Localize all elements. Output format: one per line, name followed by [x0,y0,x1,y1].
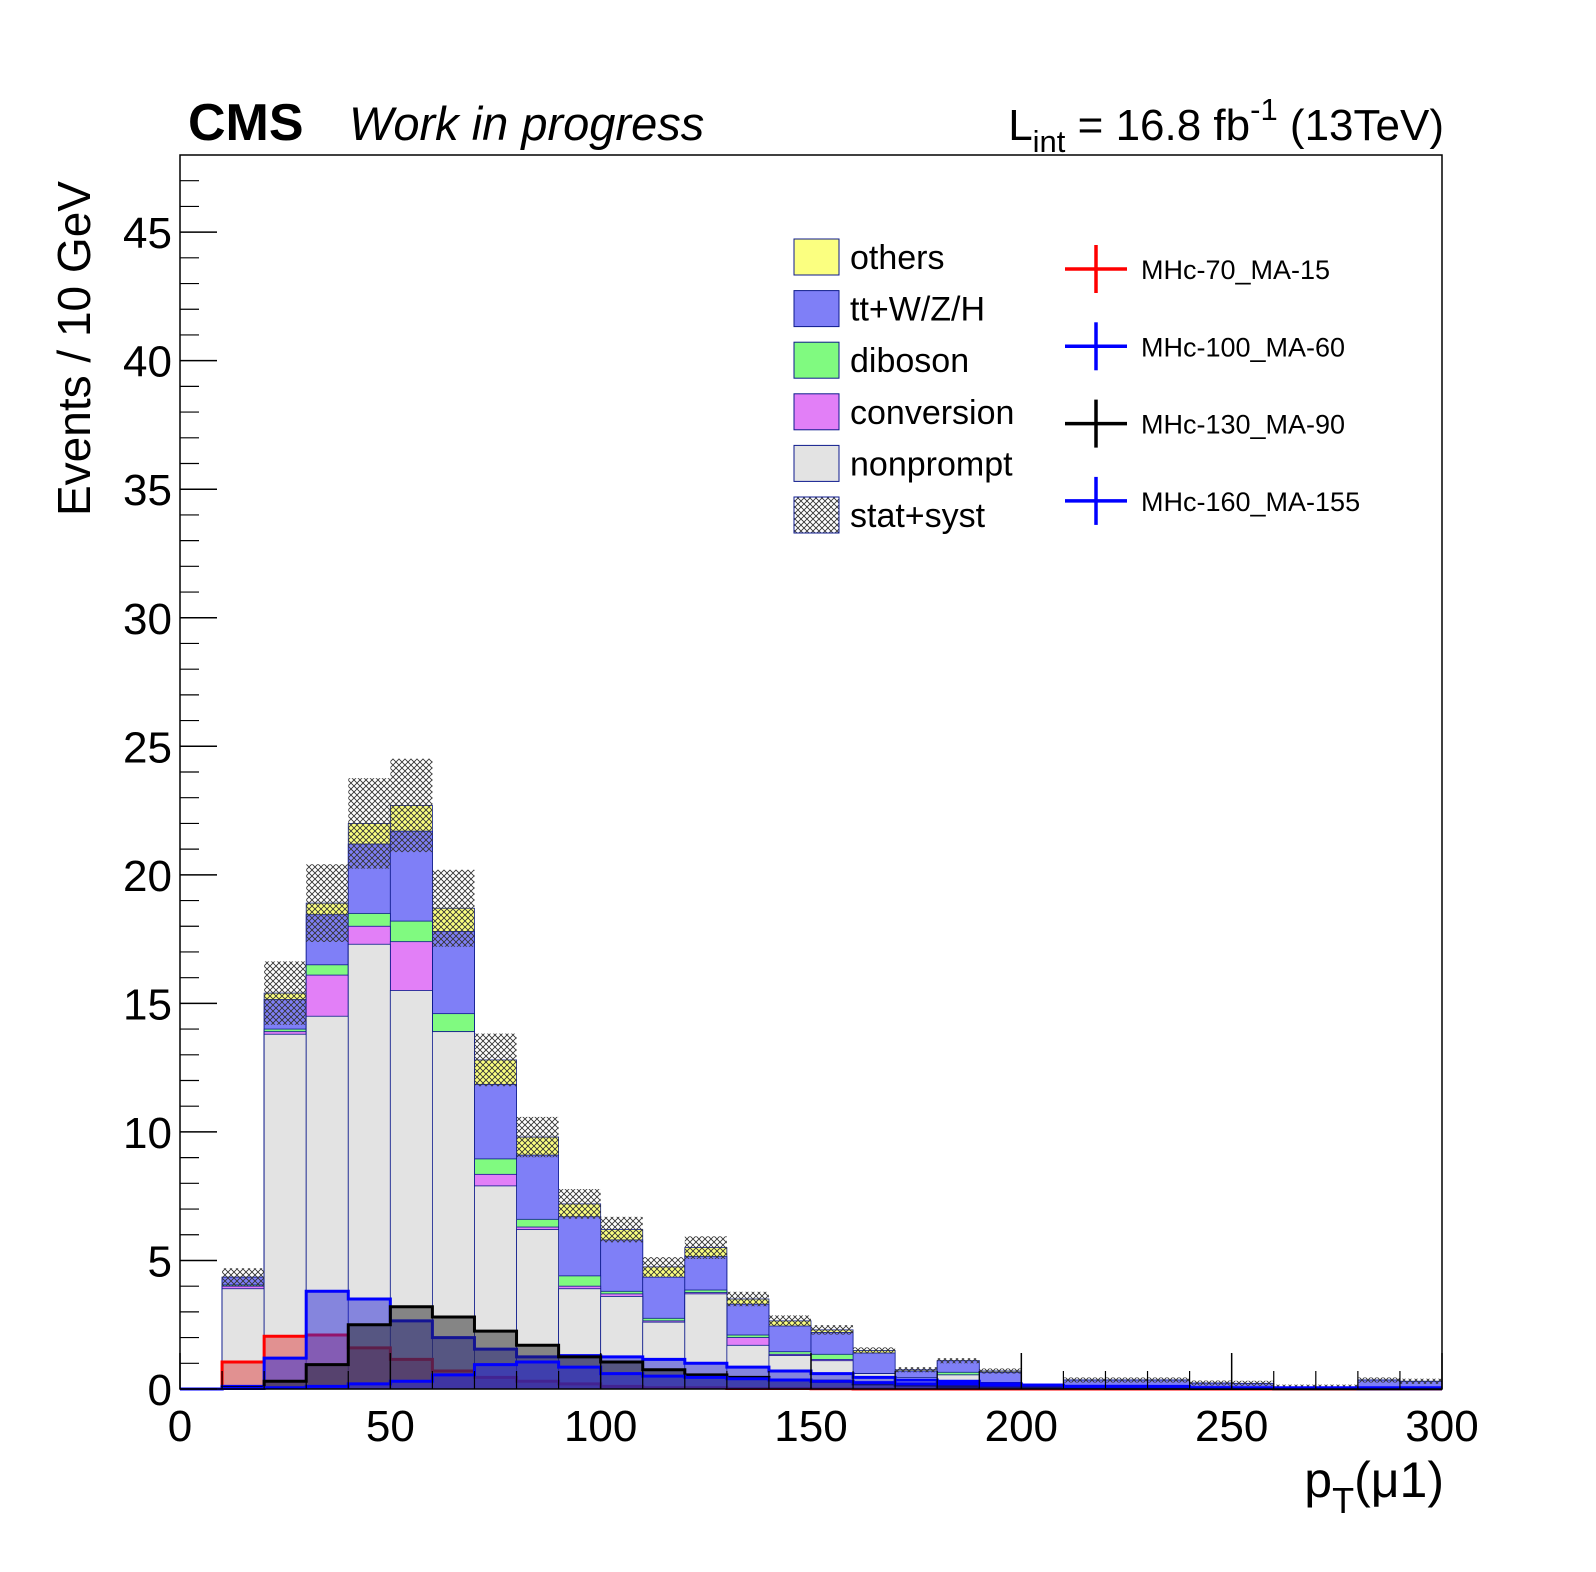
x-axis-title: pT(μ1) [1304,1452,1444,1521]
y-tick-label: 45 [123,209,172,258]
status-label: Work in progress [349,97,704,150]
signal-4-bar [1021,1385,1064,1389]
legend-label-signal-2: MHc-100_MA-60 [1141,332,1345,362]
signal-4-bar [432,1374,475,1389]
legend-swatch-conversion [793,393,840,431]
uncertainty-bin [222,1268,265,1287]
lumi-sub: int [1033,124,1066,159]
uncertainty-bin [895,1367,938,1373]
x-tick-label: 100 [564,1402,637,1451]
uncertainty-bin [768,1315,811,1327]
signal-4-bar [979,1385,1022,1389]
signal-4-bar [348,1383,391,1389]
legend-swatch-others [793,238,840,276]
y-tick-label: 40 [123,338,172,387]
uncertainty-bin [937,1358,980,1364]
legend: others tt+W/Z/H diboson conversion nonprompt… [793,238,1360,535]
uncertainty-bin [1189,1380,1232,1386]
legend-label-diboson: diboson [850,342,969,380]
x-tick-label: 250 [1195,1402,1268,1451]
axes: 0 50 100 150 200 250 300 0 5 10 15 20 25 30 35 40 45 [123,180,1479,1451]
y-tick-label: 10 [123,1109,172,1158]
signal-4-bar [684,1377,727,1389]
uncertainty-bin [1231,1380,1274,1386]
lumi-label: Lint = 16.8 fb-1 (13TeV) [1008,92,1444,159]
legend-label-nonprompt: nonprompt [850,445,1013,483]
signal-4-bar [726,1378,769,1389]
lumi-sup: -1 [1250,92,1278,127]
signal-4-bar [811,1381,854,1389]
y-axis-title: Events / 10 GeV [48,181,100,516]
uncertainty-bin [1105,1377,1148,1383]
signal-4-bar [600,1373,643,1389]
legend-label-signal-1: MHc-70_MA-15 [1141,255,1330,285]
stack-bar-nonprompt [263,1033,307,1390]
signal-1-bar [222,1362,265,1389]
uncertainty-bin [348,778,391,869]
legend-swatch-stat-syst [793,496,840,534]
uncertainty-band [222,758,1442,1389]
signal-3-bar [264,1381,307,1389]
uncertainty-bin [390,758,433,853]
legend-swatch-tt-w-z-h [793,290,840,328]
uncertainty-bin [432,869,475,947]
uncertainty-bin [264,961,307,1025]
x-tick-label: 50 [366,1402,415,1451]
uncertainty-bin [1147,1377,1190,1383]
legend-label-others: others [850,239,945,277]
uncertainty-bin [726,1291,769,1307]
legend-label-stat-syst: stat+syst [850,497,986,535]
legend-label-signal-4: MHc-160_MA-155 [1141,487,1360,517]
x-tick-label: 0 [168,1402,192,1451]
x-tick-label: 300 [1405,1402,1478,1451]
legend-label-signal-3: MHc-130_MA-90 [1141,410,1345,440]
signal-4-bar [768,1380,811,1389]
uncertainty-bin [600,1216,643,1243]
uncertainty-bin [853,1347,896,1354]
y-tick-label: 5 [148,1237,172,1286]
uncertainty-bin [558,1189,601,1219]
uncertainty-bin [642,1257,685,1277]
x-tick-label: 150 [774,1402,847,1451]
y-tick-label: 15 [123,980,172,1029]
signal-4-bar [642,1376,685,1389]
background-stack [221,805,1443,1390]
lumi-energy: (13TeV) [1278,101,1444,150]
legend-swatch-diboson [793,341,840,379]
uncertainty-bin [1063,1377,1106,1383]
signal-4-bar [474,1364,517,1389]
lumi-value: = 16.8 fb [1065,101,1250,150]
signal-4-bar [895,1383,938,1389]
uncertainty-bin [684,1236,727,1259]
signal-4-bar [937,1383,980,1389]
x-tick-label: 200 [985,1402,1058,1451]
signal-4-bar [390,1381,433,1389]
uncertainty-bin [306,864,349,942]
signal-4-bar [516,1362,559,1389]
signal-4-bar [558,1367,601,1389]
signal-3-bar [390,1306,433,1389]
uncertainty-bin [979,1368,1022,1374]
uncertainty-bin [516,1116,559,1158]
y-tick-label: 0 [148,1366,172,1415]
uncertainty-bin [1399,1378,1442,1384]
legend-label-tt-w-z-h: tt+W/Z/H [850,291,985,329]
uncertainty-bin [1357,1377,1400,1383]
experiment-label: CMS [188,94,304,152]
x-axis-title-main: p [1304,1452,1332,1508]
y-tick-label: 30 [123,595,172,644]
signal-4-bar [853,1382,896,1389]
y-tick-label: 35 [123,466,172,515]
uncertainty-bin [811,1325,854,1335]
uncertainty-bin [474,1033,517,1087]
lumi-prefix: L [1008,101,1032,150]
signal-3-bar [348,1324,391,1389]
x-axis-title-rest: (μ1) [1354,1452,1444,1508]
x-axis-title-sub: T [1332,1480,1354,1521]
y-tick-label: 25 [123,723,172,772]
legend-label-conversion: conversion [850,394,1014,432]
y-tick-label: 20 [123,852,172,901]
legend-swatch-nonprompt [793,444,840,482]
